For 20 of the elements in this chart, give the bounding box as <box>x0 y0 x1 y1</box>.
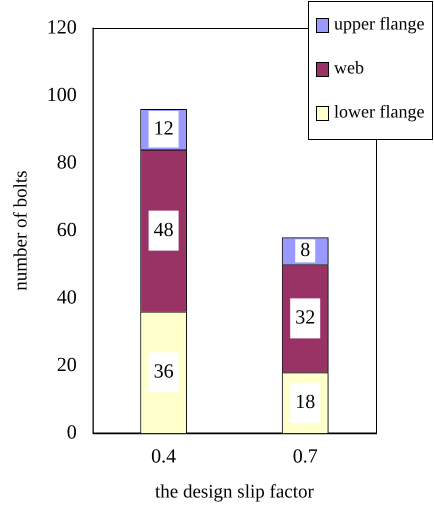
data-label: 18 <box>295 391 316 414</box>
y-axis-title: number of bolts <box>10 170 32 291</box>
data-label: 32 <box>295 306 316 329</box>
data-label: 12 <box>154 118 174 140</box>
y-tick-label: 0 <box>66 421 77 444</box>
y-tick-label: 60 <box>56 218 77 241</box>
data-label: 36 <box>154 360 174 383</box>
data-label: 8 <box>300 239 310 262</box>
x-tick-label: 0.7 <box>292 445 318 468</box>
legend-label: lower flange <box>334 102 424 122</box>
y-tick-label: 20 <box>56 354 77 376</box>
x-tick-label: 0.4 <box>151 445 176 468</box>
legend-label: web <box>334 58 364 78</box>
y-tick-label: 80 <box>56 151 77 174</box>
data-label: 48 <box>154 218 174 241</box>
x-axis-title: the design slip factor <box>154 482 314 503</box>
y-tick-label: 100 <box>46 84 77 106</box>
legend-label: upper flange <box>334 14 424 34</box>
y-tick-label: 120 <box>46 16 77 38</box>
y-tick-label: 40 <box>56 286 77 308</box>
